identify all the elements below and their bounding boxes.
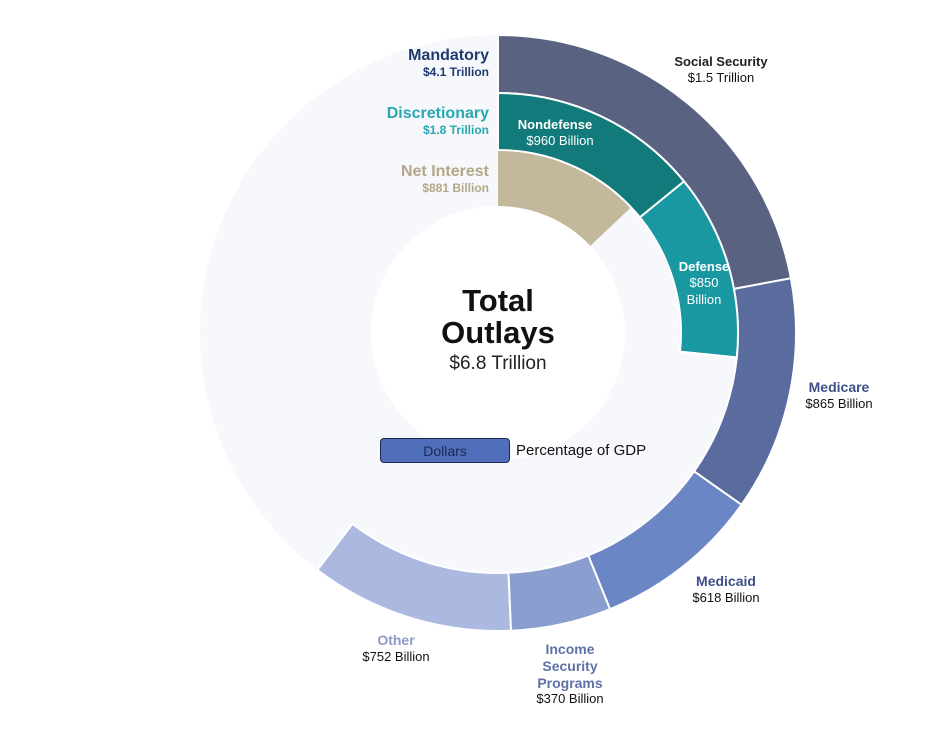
label-defense-value-1: $850: [689, 275, 719, 291]
label-income-security: Income Security Programs $370 Billion: [536, 641, 603, 707]
units-toggle: Dollars Percentage of GDP: [380, 438, 646, 463]
label-medicare: Medicare $865 Billion: [805, 379, 872, 411]
label-other: Other $752 Billion: [362, 632, 429, 664]
label-social-security: Social Security $1.5 Trillion: [674, 54, 767, 85]
label-net-interest-value: $881 Billion: [422, 181, 489, 196]
label-discretionary-name: Discretionary: [386, 105, 489, 122]
label-income-security-name-3: Programs: [537, 674, 603, 691]
label-net-interest-name: Net Interest: [400, 163, 489, 180]
label-other-value: $752 Billion: [362, 648, 430, 664]
label-mandatory-value: $4.1 Trillion: [422, 65, 489, 80]
label-other-name: Other: [377, 632, 415, 648]
label-discretionary-value: $1.8 Trillion: [422, 123, 489, 138]
label-defense: Defense $850 Billion: [679, 259, 730, 308]
label-defense-name: Defense: [678, 259, 730, 274]
label-defense-value-2: Billion: [686, 291, 722, 307]
label-medicaid-name: Medicaid: [696, 573, 756, 589]
total-title-line2: Outlays: [441, 315, 555, 350]
segment-net-interest[interactable]: [498, 151, 631, 246]
label-income-security-name-2: Security: [542, 657, 598, 674]
label-medicare-value: $865 Billion: [805, 395, 873, 411]
label-mandatory: Mandatory $4.1 Trillion: [408, 46, 489, 80]
segment-other[interactable]: [315, 522, 512, 632]
total-value: $6.8 Trillion: [449, 353, 547, 374]
label-discretionary: Discretionary $1.8 Trillion: [387, 104, 489, 138]
label-medicaid: Medicaid $618 Billion: [692, 573, 759, 605]
dollars-button[interactable]: Dollars: [380, 438, 510, 463]
label-income-security-name-1: Income: [545, 641, 595, 657]
label-social-security-name: Social Security: [674, 54, 768, 69]
label-nondefense: Nondefense $960 Billion: [518, 117, 594, 150]
segment-defense[interactable]: [638, 179, 739, 359]
label-social-security-value: $1.5 Trillion: [687, 69, 755, 85]
label-income-security-value: $370 Billion: [536, 691, 604, 707]
total-title-line1: Total: [462, 283, 534, 318]
center-hole: [371, 206, 625, 460]
label-medicare-name: Medicare: [808, 379, 870, 395]
total-outlays: Total Outlays $6.8 Trillion: [441, 285, 555, 375]
label-net-interest: Net Interest $881 Billion: [401, 162, 489, 196]
label-nondefense-value: $960 Billion: [526, 133, 594, 149]
percentage-of-gdp-button[interactable]: Percentage of GDP: [516, 442, 647, 459]
label-medicaid-value: $618 Billion: [692, 589, 760, 605]
label-mandatory-name: Mandatory: [408, 47, 489, 64]
label-nondefense-name: Nondefense: [517, 117, 593, 132]
